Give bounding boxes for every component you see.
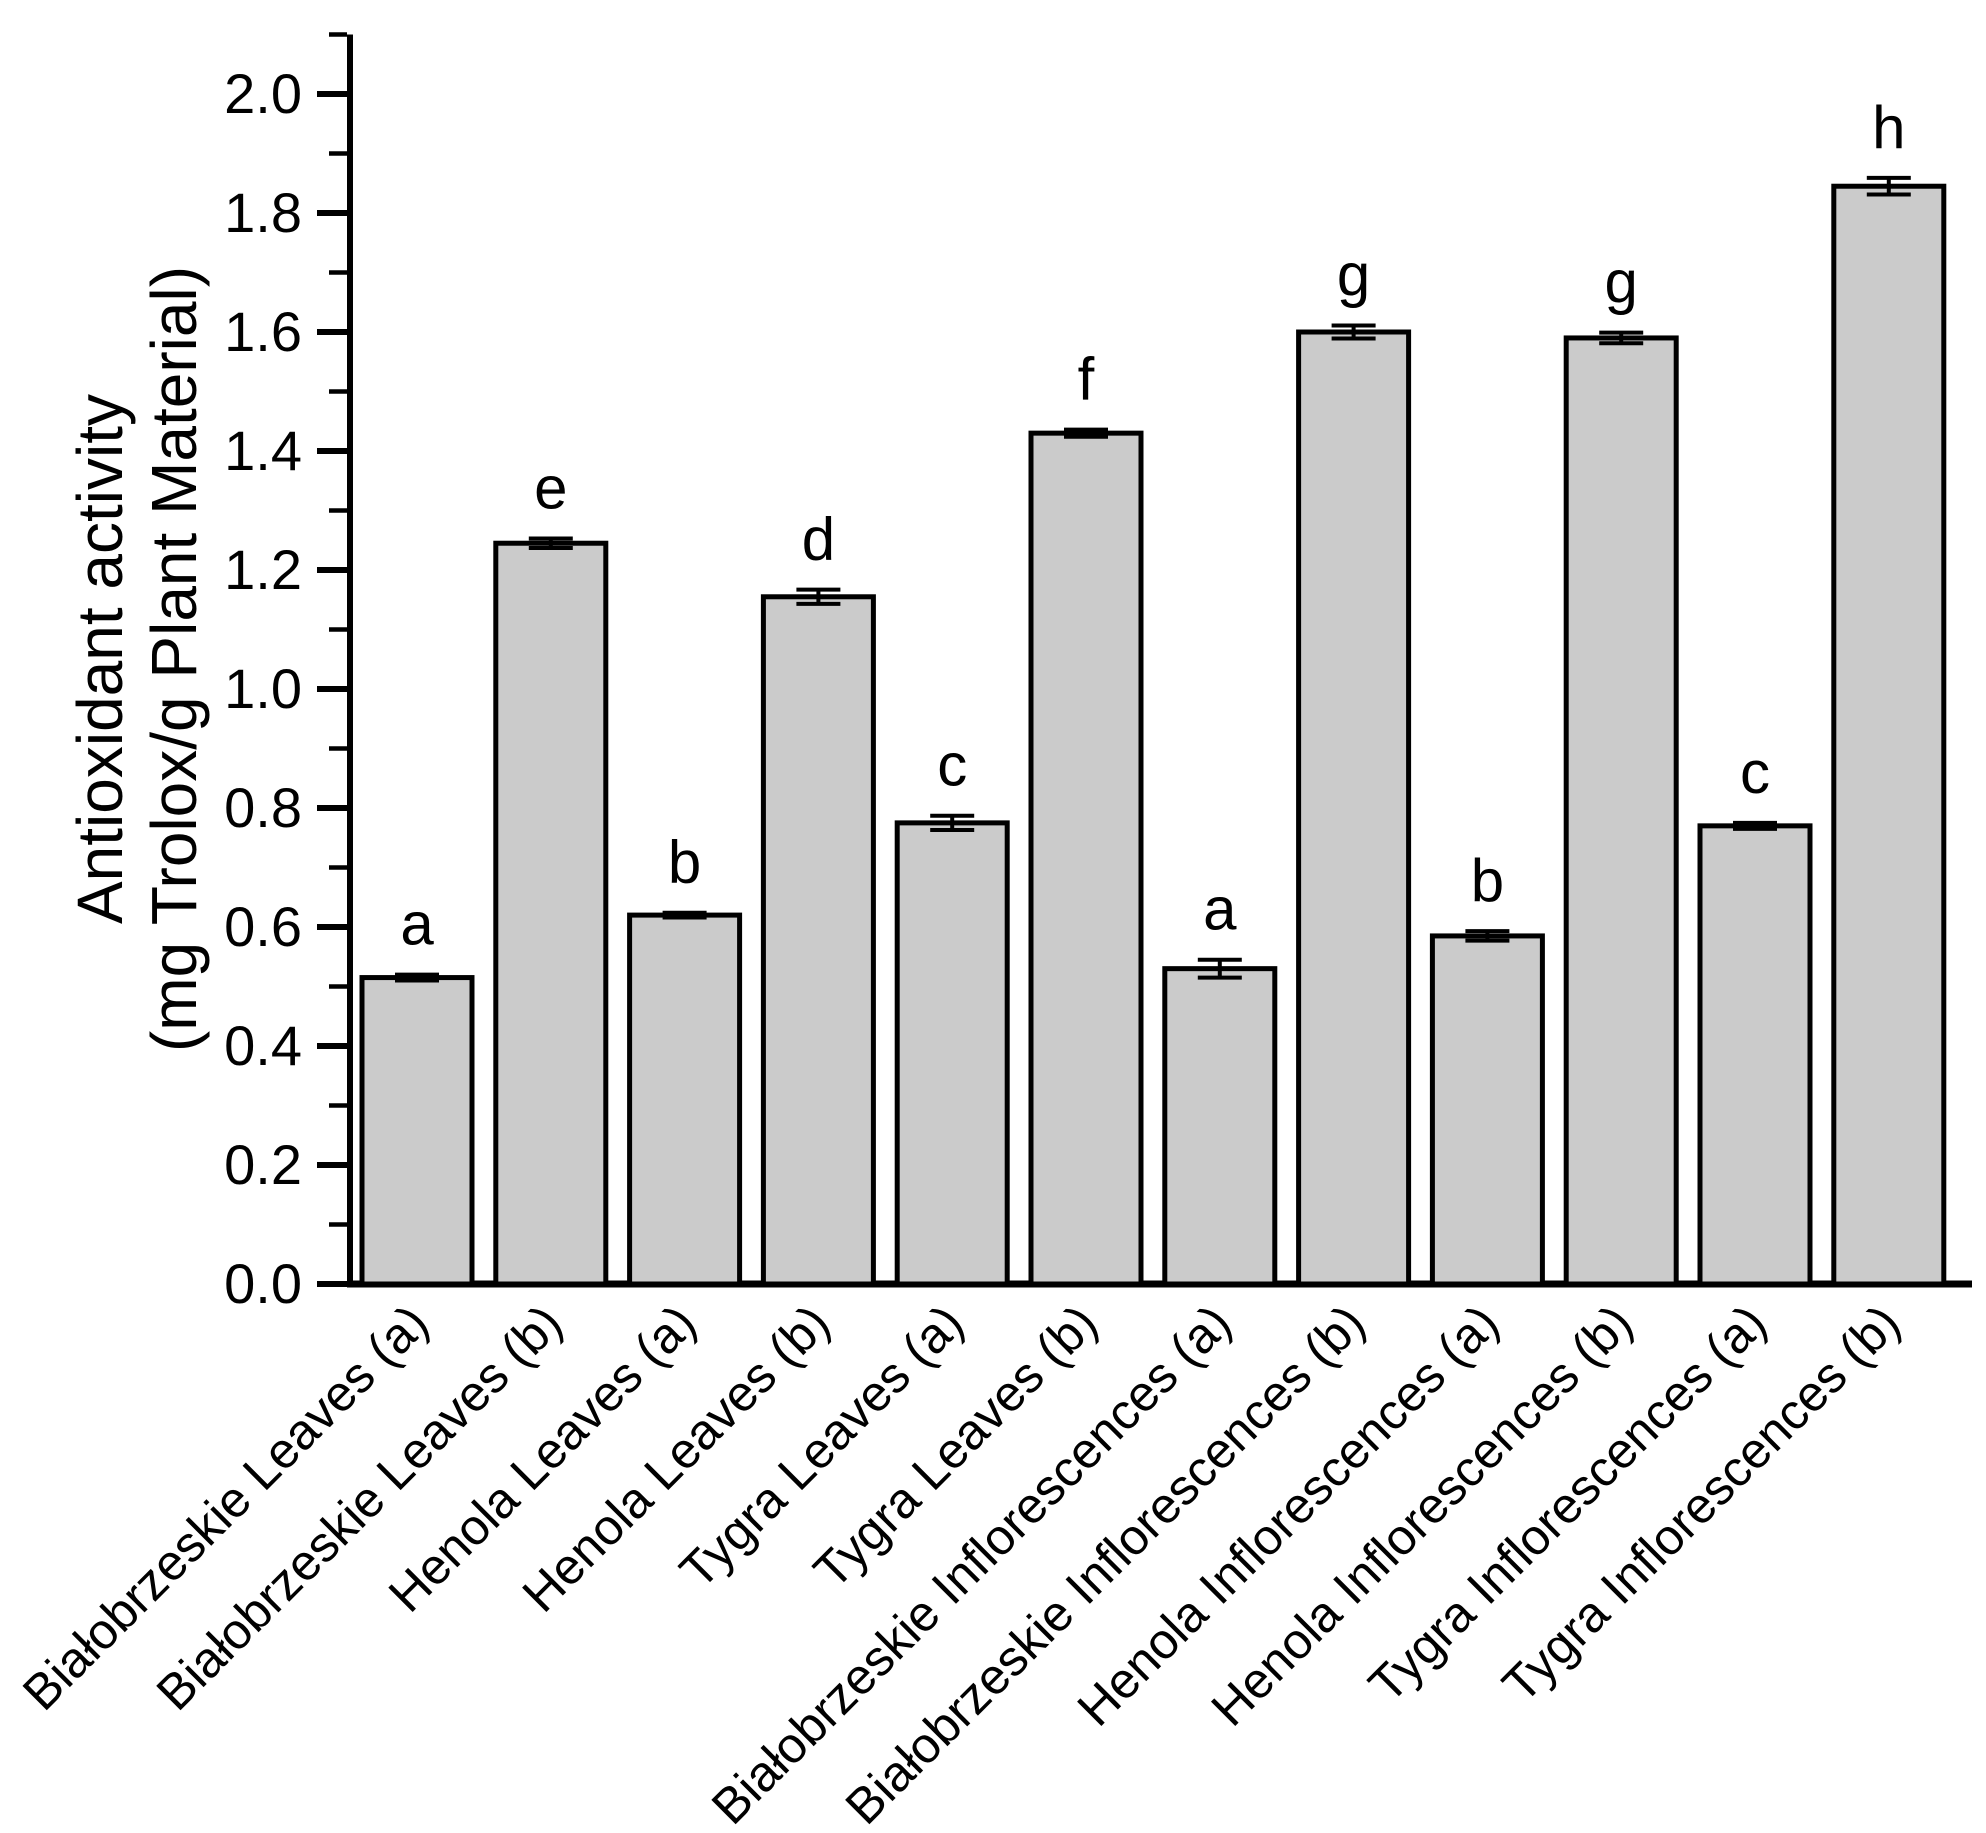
bar [1162, 966, 1278, 1287]
bar [1563, 335, 1679, 1287]
y-tick-label: 0.8 [224, 776, 302, 839]
significance-letter: c [1740, 739, 1770, 806]
axes-layer: 0.0 0.2 0.4 0.6 0.8 1.0 1.2 1.4 1.6 1.8 2.0 [224, 32, 1972, 1315]
y-tick-label: 1.4 [224, 419, 302, 482]
bar [760, 594, 876, 1287]
significance-letter: a [400, 891, 434, 958]
y-tick-label: 0.4 [224, 1014, 302, 1077]
bar [1429, 933, 1545, 1287]
bar [1028, 430, 1144, 1287]
significance-letter: h [1872, 94, 1905, 161]
bar [1697, 823, 1813, 1287]
significance-letter: g [1605, 249, 1638, 316]
significance-letter: b [1471, 847, 1504, 914]
significance-letter: a [1203, 876, 1237, 943]
bar [359, 975, 475, 1287]
y-axis-title-line2: (mg Trolox/g Plant Material) [138, 266, 210, 1052]
significance-letter: f [1078, 346, 1095, 413]
significance-letter: g [1337, 241, 1370, 308]
y-tick-label: 2.0 [224, 62, 302, 125]
y-tick-label: 1.6 [224, 300, 302, 363]
significance-letter: e [534, 454, 567, 521]
y-tick-label: 0.0 [224, 1252, 302, 1315]
bar [627, 912, 743, 1287]
y-tick-label: 1.0 [224, 657, 302, 720]
y-tick-label: 1.2 [224, 538, 302, 601]
y-tick-label: 1.8 [224, 181, 302, 244]
significance-letter: b [668, 829, 701, 896]
y-axis-title-line1: Antioxidant activity [64, 394, 136, 924]
bar [894, 820, 1010, 1287]
bar [1296, 329, 1412, 1287]
y-tick-label: 0.2 [224, 1133, 302, 1196]
significance-letter: c [937, 732, 967, 799]
y-tick-label: 0.6 [224, 895, 302, 958]
bar [493, 540, 609, 1287]
significance-letter: d [802, 506, 835, 573]
bar [1831, 183, 1947, 1287]
bars-layer [359, 175, 1947, 1287]
